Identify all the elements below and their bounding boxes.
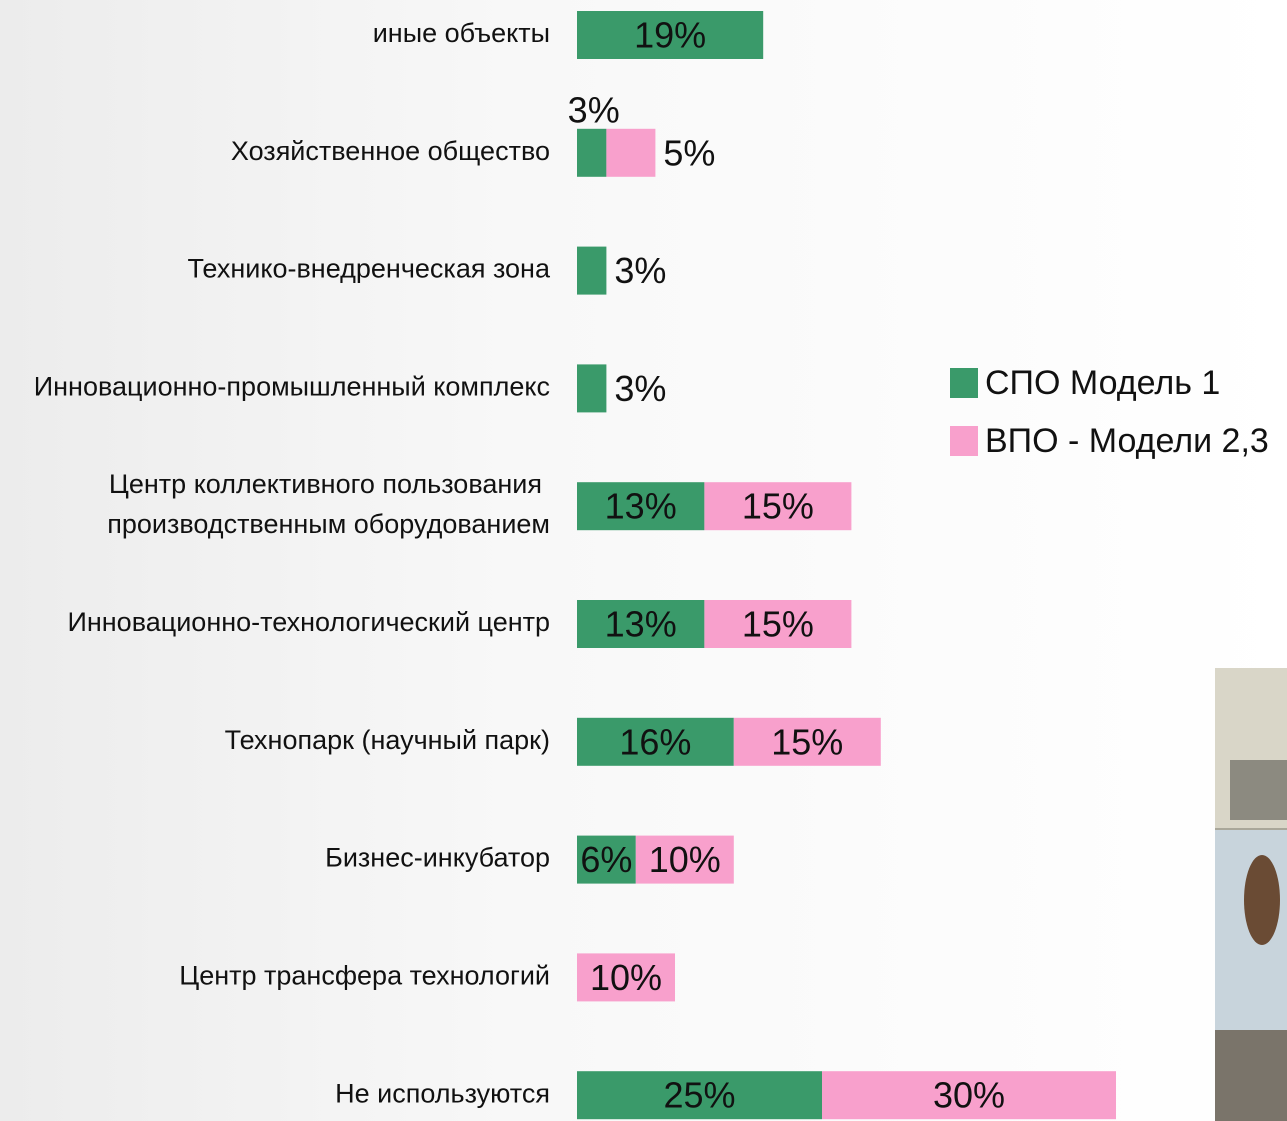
bar-segment <box>577 129 606 177</box>
category-label: Хозяйственное общество <box>231 136 550 166</box>
legend-swatch <box>950 426 978 456</box>
legend-swatch <box>950 368 978 398</box>
category-label: иные объекты <box>373 18 550 48</box>
value-label: 5% <box>663 132 715 173</box>
legend-label: ВПО - Модели 2,3 <box>985 422 1269 460</box>
photo <box>1215 668 1287 1121</box>
category-label: Не используются <box>335 1078 550 1108</box>
category-label: Бизнес-инкубатор <box>325 843 550 873</box>
category-label: Инновационно-промышленный комплекс <box>34 372 550 402</box>
value-label: 13% <box>605 486 677 527</box>
category-label: Инновационно-технологический центр <box>67 607 550 637</box>
value-label: 30% <box>933 1075 1005 1116</box>
bar-segment <box>606 129 655 177</box>
category-label: Технико-внедренческая зона <box>187 254 551 284</box>
value-label: 3% <box>614 250 666 291</box>
bar-segment <box>577 247 606 295</box>
value-label: 10% <box>590 957 662 998</box>
value-label: 25% <box>663 1075 735 1116</box>
value-label: 16% <box>619 721 691 762</box>
value-label: 13% <box>605 604 677 645</box>
value-label: 15% <box>771 721 843 762</box>
value-label: 3% <box>568 89 620 130</box>
value-label: 19% <box>634 15 706 56</box>
value-label: 6% <box>580 839 632 880</box>
category-label: Центр трансфера технологий <box>179 961 550 991</box>
legend-label: СПО Модель 1 <box>985 364 1220 402</box>
chart: иные объекты 19% Хозяйственное общество 3% 5… <box>0 0 1287 1121</box>
value-label: 15% <box>742 486 814 527</box>
category-label: Технопарк (научный парк) <box>225 725 550 755</box>
bar-segment <box>577 364 606 412</box>
value-label: 10% <box>649 839 721 880</box>
value-label: 3% <box>614 368 666 409</box>
value-label: 15% <box>742 604 814 645</box>
